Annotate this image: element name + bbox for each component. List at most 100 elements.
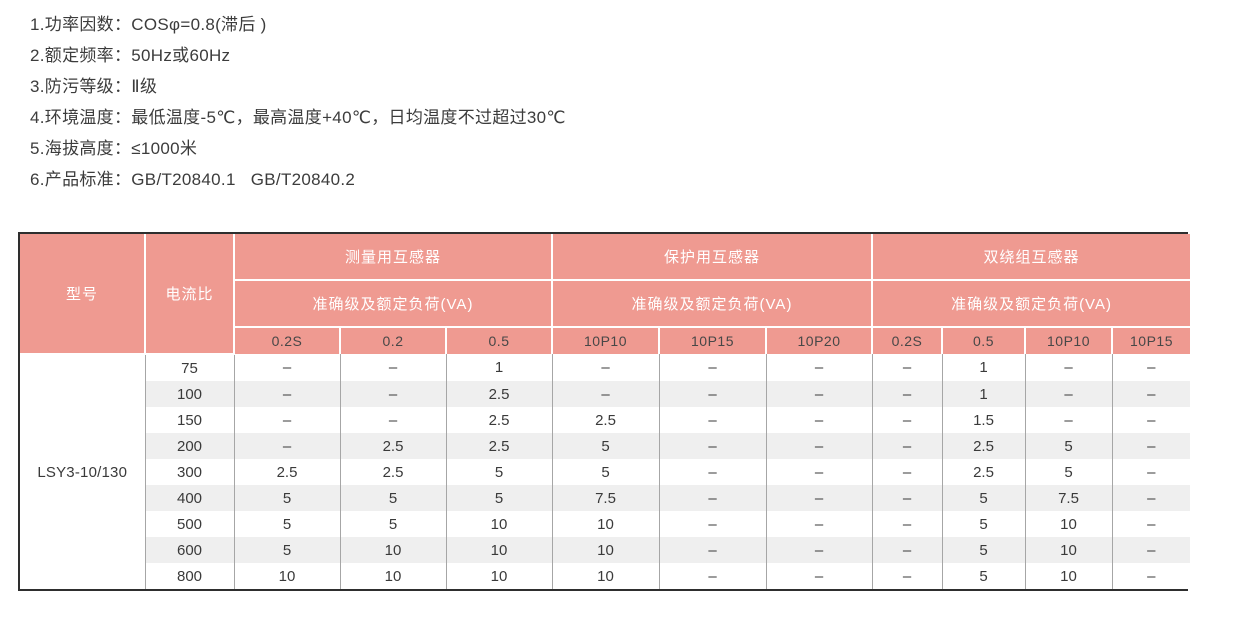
value-cell: 10 xyxy=(446,563,553,589)
value-cell: – xyxy=(1025,407,1113,433)
value-cell: – xyxy=(234,407,341,433)
value-cell: – xyxy=(659,433,767,459)
ratio-cell: 800 xyxy=(145,563,235,589)
value-cell: – xyxy=(1112,511,1191,537)
value-cell: 2.5 xyxy=(942,459,1026,485)
value-cell: – xyxy=(872,563,943,589)
value-cell: 10 xyxy=(340,563,447,589)
value-cell: 5 xyxy=(942,537,1026,563)
spec-item-product-standard: 6.产品标准：GB/T20840.1 GB/T20840.2 xyxy=(30,170,356,189)
group-header-dual-winding: 双绕组互感器 xyxy=(872,234,1191,281)
spec-item-power-factor: 1.功率因数：COSφ=0.8(滞后 ) xyxy=(30,15,267,34)
table-row: 200–2.5 2.5 5– – –2.5 5– xyxy=(20,433,1191,459)
subcol-header-measuring-05: 0.5 xyxy=(446,327,553,354)
value-cell: 10 xyxy=(1025,511,1113,537)
value-cell: – xyxy=(1025,381,1113,407)
value-cell: – xyxy=(1112,459,1191,485)
value-cell: 2.5 xyxy=(552,407,660,433)
value-cell: 10 xyxy=(1025,563,1113,589)
spec-item-pollution-class: 3.防污等级：Ⅱ级 xyxy=(30,77,158,96)
value-cell: 2.5 xyxy=(340,459,447,485)
value-cell: 1 xyxy=(446,354,553,381)
value-cell: 7.5 xyxy=(1025,485,1113,511)
value-cell: 10 xyxy=(1025,537,1113,563)
value-cell: – xyxy=(1112,433,1191,459)
value-cell: – xyxy=(1112,537,1191,563)
value-cell: 1.5 xyxy=(942,407,1026,433)
model-cell: LSY3-10/130 xyxy=(20,354,146,589)
value-cell: 5 xyxy=(942,485,1026,511)
value-cell: 2.5 xyxy=(234,459,341,485)
subcol-header-dual-10p15: 10P15 xyxy=(1112,327,1191,354)
subcol-header-measuring-02: 0.2 xyxy=(340,327,447,354)
value-cell: – xyxy=(872,381,943,407)
value-cell: – xyxy=(872,485,943,511)
value-cell: – xyxy=(766,511,873,537)
table-row: 300 2.5 2.5 5 5– – –2.5 5– xyxy=(20,459,1191,485)
value-cell: 5 xyxy=(340,511,447,537)
value-cell: – xyxy=(766,485,873,511)
value-cell: – xyxy=(766,459,873,485)
value-cell: 1 xyxy=(942,381,1026,407)
value-cell: – xyxy=(659,407,767,433)
value-cell: 10 xyxy=(234,563,341,589)
value-cell: 2.5 xyxy=(446,407,553,433)
ratio-cell: 400 xyxy=(145,485,235,511)
header-row-subtitles: 准确级及额定负荷(VA) 准确级及额定负荷(VA) 准确级及额定负荷(VA) xyxy=(20,280,1191,328)
value-cell: – xyxy=(1112,485,1191,511)
value-cell: 5 xyxy=(1025,459,1113,485)
ratio-cell: 500 xyxy=(145,511,235,537)
ratings-table: 型号 电流比 测量用互感器 保护用互感器 双绕组互感器 准确级及额定负荷(VA)… xyxy=(18,232,1191,591)
value-cell: 5 xyxy=(942,563,1026,589)
value-cell: – xyxy=(766,563,873,589)
table-row: LSY3-10/130 75– –1– – – –1– – xyxy=(20,354,1191,589)
header-row-groups: 型号 电流比 测量用互感器 保护用互感器 双绕组互感器 xyxy=(20,234,1191,355)
value-cell: 10 xyxy=(446,537,553,563)
value-cell: 5 xyxy=(446,485,553,511)
ratio-cell: 75 xyxy=(145,354,235,381)
spec-item-ambient-temp: 4.环境温度：最低温度-5℃，最高温度+40℃，日均温度不过超过30℃ xyxy=(30,108,566,127)
subcol-header-protective-10p10: 10P10 xyxy=(552,327,660,354)
value-cell: – xyxy=(659,459,767,485)
value-cell: – xyxy=(766,433,873,459)
value-cell: – xyxy=(872,433,943,459)
value-cell: 2.5 xyxy=(446,381,553,407)
value-cell: – xyxy=(766,381,873,407)
value-cell: 10 xyxy=(446,511,553,537)
subcol-header-measuring-02s: 0.2S xyxy=(234,327,341,354)
value-cell: 10 xyxy=(552,537,660,563)
value-cell: 5 xyxy=(552,459,660,485)
value-cell: – xyxy=(872,354,943,381)
subcol-header-protective-10p15: 10P15 xyxy=(659,327,767,354)
value-cell: 7.5 xyxy=(552,485,660,511)
value-cell: 2.5 xyxy=(942,433,1026,459)
ratio-cell: 600 xyxy=(145,537,235,563)
ratio-cell: 300 xyxy=(145,459,235,485)
model-column-header: 型号 xyxy=(20,234,146,355)
subcol-header-protective-10p20: 10P20 xyxy=(766,327,873,354)
value-cell: – xyxy=(872,459,943,485)
ratio-column-header: 电流比 xyxy=(145,234,235,355)
value-cell: – xyxy=(766,354,873,381)
value-cell: – xyxy=(872,407,943,433)
spec-item-rated-frequency: 2.额定频率：50Hz或60Hz xyxy=(30,46,231,65)
value-cell: – xyxy=(766,537,873,563)
value-cell: 10 xyxy=(340,537,447,563)
value-cell: – xyxy=(1112,381,1191,407)
ratio-cell: 100 xyxy=(145,381,235,407)
table-row: 100– –2.5– – – –1– – xyxy=(20,381,1191,407)
subcol-header-dual-05: 0.5 xyxy=(942,327,1026,354)
value-cell: – xyxy=(340,407,447,433)
value-cell: – xyxy=(659,485,767,511)
value-cell: 2.5 xyxy=(446,433,553,459)
value-cell: – xyxy=(659,381,767,407)
subtitle-measuring: 准确级及额定负荷(VA) xyxy=(234,280,553,328)
transformer-ratings-table: 型号 电流比 测量用互感器 保护用互感器 双绕组互感器 准确级及额定负荷(VA)… xyxy=(20,234,1191,589)
value-cell: – xyxy=(340,354,447,381)
value-cell: 5 xyxy=(942,511,1026,537)
table-row: 400 5 5 5 7.5– – –5 7.5– xyxy=(20,485,1191,511)
value-cell: 10 xyxy=(552,511,660,537)
header-row-accuracy-classes: 0.2S 0.2 0.5 10P10 10P15 10P20 0.2S 0.5 … xyxy=(20,327,1191,354)
ratio-cell: 200 xyxy=(145,433,235,459)
